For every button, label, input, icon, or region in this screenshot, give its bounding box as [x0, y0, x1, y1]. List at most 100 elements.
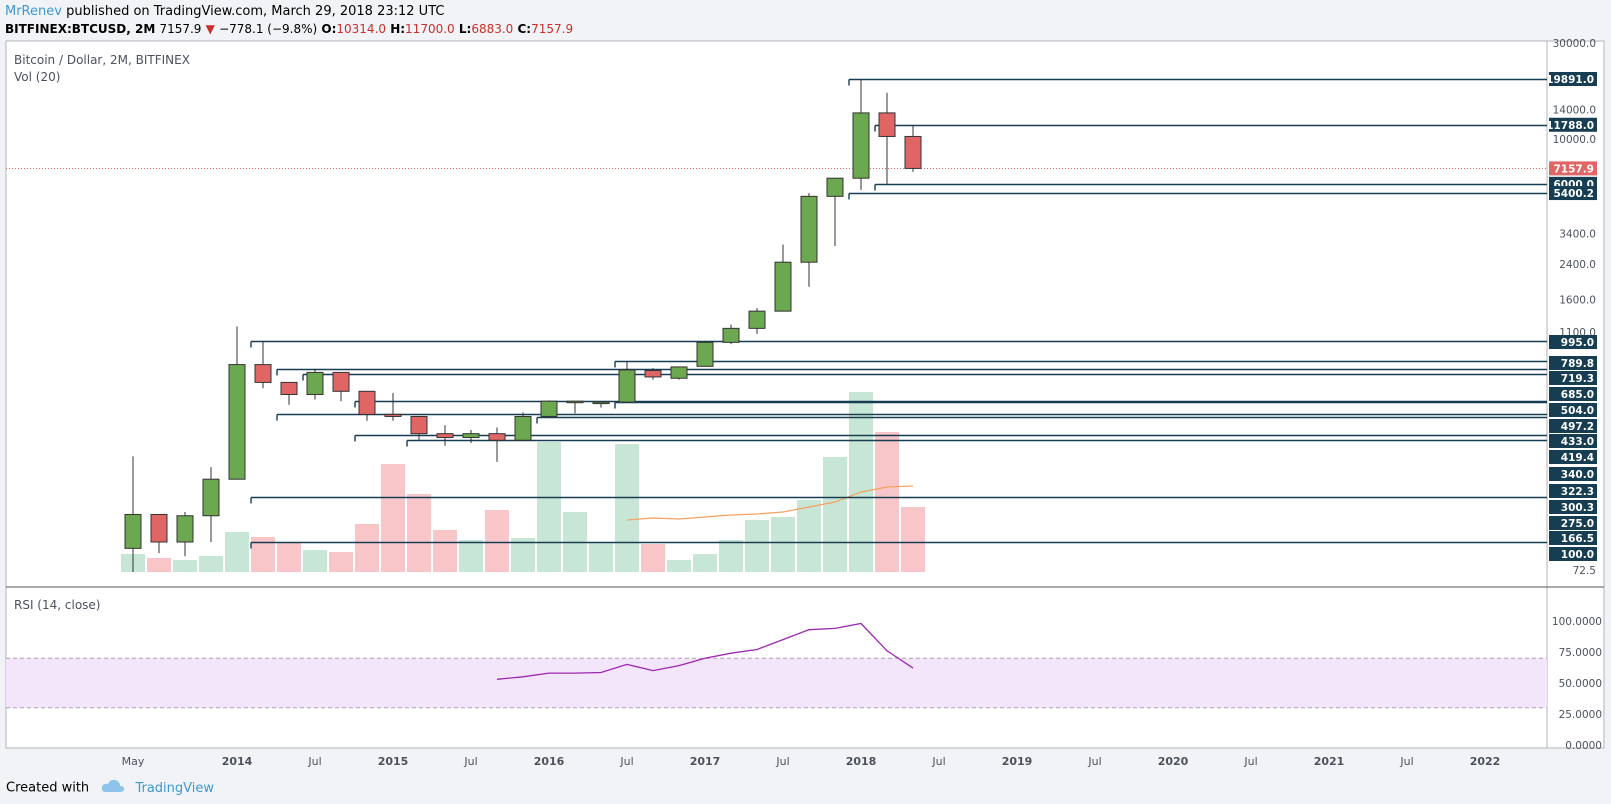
rsi-line	[496, 622, 914, 680]
volume-bar	[329, 552, 353, 572]
author-link[interactable]: MrRenev	[5, 4, 62, 19]
volume-bar	[485, 510, 509, 572]
level-tag-label: 685.0	[1561, 389, 1594, 401]
volume-bar	[615, 444, 639, 572]
volume-bar	[745, 520, 769, 572]
volume-bar	[589, 542, 613, 572]
level-tag	[1549, 531, 1597, 545]
time-tick-label: Jul	[1087, 755, 1101, 768]
level-tag	[1549, 419, 1597, 433]
level-tag	[1549, 547, 1597, 561]
candle-body	[384, 413, 402, 417]
rsi-pane	[6, 622, 1547, 709]
published-text: published on TradingView.com, March 29, …	[66, 4, 445, 19]
volume-bar	[407, 494, 431, 572]
volume-bar	[875, 432, 899, 572]
volume-bar	[355, 524, 379, 572]
down-arrow-icon: ▼	[205, 22, 215, 36]
candle-body	[696, 341, 714, 367]
high-value: 11700.0	[405, 22, 455, 36]
level-tag-label: 19891.0	[1546, 74, 1594, 86]
volume-bar	[303, 550, 327, 572]
open-value: 10314.0	[336, 22, 387, 36]
volume-bar	[771, 517, 795, 572]
volume-label: Vol (20)	[14, 70, 60, 84]
level-tag	[1549, 500, 1597, 514]
candle-body	[904, 135, 922, 169]
time-tick-label: Jul	[619, 755, 633, 768]
candle-body	[150, 513, 168, 543]
rsi-tick-label: 100.0000	[1552, 616, 1602, 628]
low-label: L:	[458, 22, 472, 36]
volume-bar	[277, 542, 301, 572]
time-tick-label: 2017	[690, 755, 721, 768]
volume-ma-line	[626, 485, 914, 521]
level-tag-label: 322.3	[1561, 486, 1594, 498]
volume-bar	[693, 554, 717, 572]
level-tag	[1549, 516, 1597, 530]
volume-bar	[849, 392, 873, 572]
volume-bar	[381, 464, 405, 572]
time-tick-label: 2018	[846, 755, 877, 768]
level-tag	[1549, 117, 1597, 132]
volume-ma-line	[626, 485, 914, 521]
candle-body	[800, 195, 818, 263]
candle-body	[254, 364, 272, 383]
level-tag	[1549, 450, 1597, 464]
time-tick-label: May	[122, 755, 145, 768]
price-tick-label: 3400.0	[1559, 229, 1596, 241]
level-tag-label: 789.8	[1561, 358, 1594, 370]
level-tag-label: 100.0	[1561, 549, 1594, 561]
level-tag-label: 504.0	[1561, 405, 1594, 417]
time-tick-label: Jul	[775, 755, 789, 768]
high-label: H:	[390, 22, 406, 36]
level-lines	[250, 78, 1547, 549]
level-tag-label: 275.0	[1561, 518, 1594, 530]
time-tick-label: Jul	[931, 755, 945, 768]
level-tag-label: 719.3	[1561, 373, 1594, 385]
level-tag	[1549, 467, 1597, 481]
volume-bar	[667, 560, 691, 572]
level-tag-label: 497.2	[1561, 421, 1594, 433]
candle-body	[670, 366, 688, 379]
level-tag-label: 340.0	[1561, 469, 1594, 481]
level-tag	[1549, 387, 1597, 401]
time-tick-label: 2015	[378, 755, 409, 768]
rsi-tick-label: 0.0000	[1565, 740, 1602, 752]
price-tick-label: 30000.0	[1553, 38, 1596, 50]
rsi-tick-label: 25.0000	[1559, 709, 1602, 721]
time-tick-label: Jul	[1243, 755, 1257, 768]
candles	[124, 79, 922, 572]
candle-body	[410, 415, 428, 435]
time-tick-label: 2022	[1470, 755, 1501, 768]
price-tick-label: 14000.0	[1553, 105, 1596, 117]
candle-body	[592, 401, 610, 405]
time-tick-label: 2021	[1314, 755, 1345, 768]
price-tick-label: 2400.0	[1559, 259, 1596, 271]
tradingview-link[interactable]: TradingView	[135, 780, 214, 796]
volume-bar	[797, 500, 821, 572]
candle-body	[280, 381, 298, 395]
level-tag-label: 995.0	[1561, 337, 1594, 349]
level-tags: 19891.011788.07157.96000.05400.2995.0789…	[1546, 72, 1597, 561]
footer: Created with TradingView	[6, 779, 214, 797]
candle-body	[878, 112, 896, 137]
level-tag	[1549, 484, 1597, 498]
chart-frame	[5, 40, 1605, 749]
candle-body	[436, 433, 454, 439]
volume-bar	[537, 442, 561, 572]
level-tag	[1549, 186, 1597, 201]
level-tag-label: 5400.2	[1553, 188, 1594, 200]
volume-bar	[641, 544, 665, 572]
volume-bars	[121, 392, 925, 572]
close-value: 7157.9	[531, 22, 574, 36]
volume-bar	[147, 558, 171, 572]
candle-body	[748, 310, 766, 329]
level-tag-label: 7157.9	[1553, 163, 1594, 175]
candle-body	[826, 177, 844, 197]
time-tick-label: 2019	[1002, 755, 1033, 768]
level-tag	[1549, 335, 1597, 349]
ohlc-line: BITFINEX:BTCUSD, 2M 7157.9 ▼ −778.1 (−9.…	[5, 22, 573, 36]
level-tag-label: 11788.0	[1546, 120, 1594, 132]
